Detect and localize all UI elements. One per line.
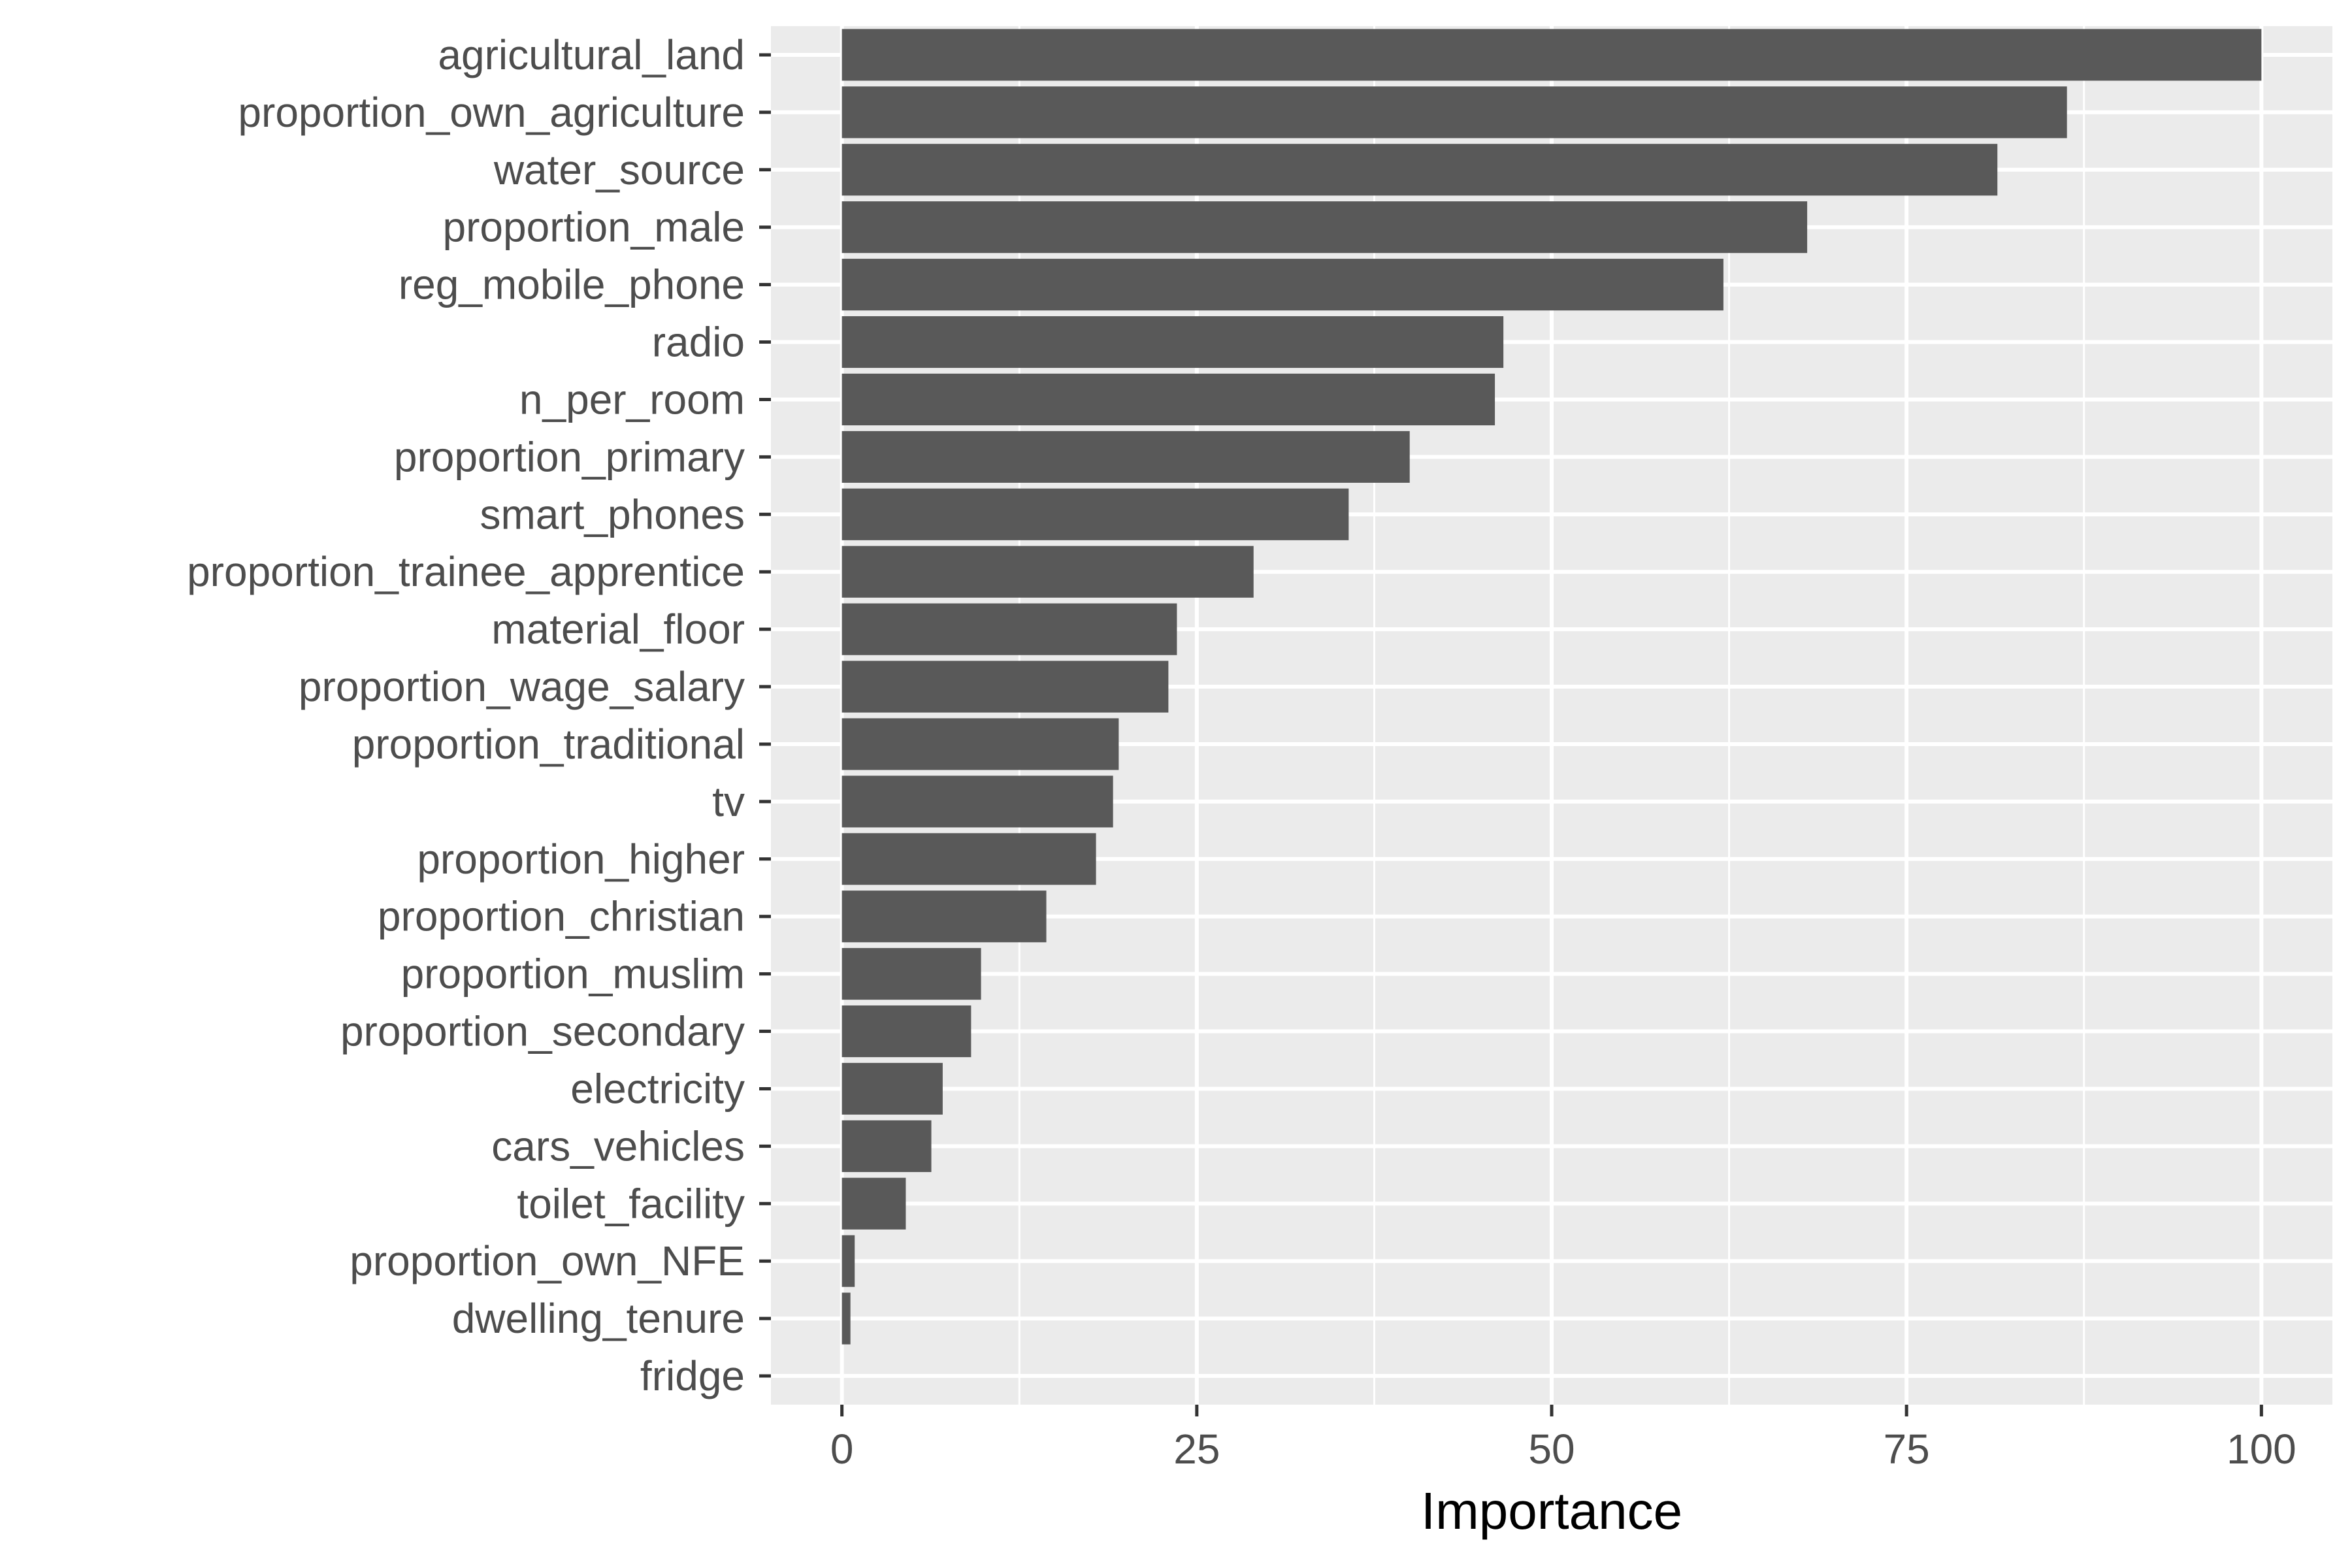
bars bbox=[841, 29, 2262, 1345]
y-tick-label: radio bbox=[652, 319, 745, 366]
x-tick-label: 50 bbox=[1528, 1426, 1575, 1473]
x-tick-label: 100 bbox=[2227, 1426, 2296, 1473]
y-tick-label: proportion_own_agriculture bbox=[238, 89, 745, 136]
y-tick-label: electricity bbox=[570, 1065, 745, 1112]
y-tick-label: proportion_primary bbox=[394, 433, 745, 480]
bar-proportion_male bbox=[841, 201, 1808, 253]
bar-proportion_trainee_apprentice bbox=[841, 546, 1254, 598]
x-tick-label: 0 bbox=[830, 1426, 854, 1473]
bar-proportion_own_agriculture bbox=[841, 86, 2067, 139]
y-tick-label: water_source bbox=[493, 146, 745, 193]
bar-dwelling_tenure bbox=[841, 1292, 851, 1345]
y-tick-label: toilet_facility bbox=[517, 1180, 745, 1227]
y-tick-label: proportion_male bbox=[443, 204, 745, 251]
bar-proportion_muslim bbox=[841, 948, 981, 1000]
y-tick-label: proportion_own_NFE bbox=[350, 1237, 745, 1284]
y-tick-label: fridge bbox=[640, 1352, 745, 1399]
x-axis-title: Importance bbox=[1421, 1482, 1682, 1540]
y-tick-label: proportion_higher bbox=[417, 836, 745, 883]
bar-proportion_secondary bbox=[841, 1005, 972, 1058]
x-axis-ticks: 0 25 50 75 100 bbox=[830, 1405, 2296, 1473]
y-tick-label: proportion_muslim bbox=[401, 951, 745, 998]
bar-smart_phones bbox=[841, 488, 1349, 540]
y-tick-label: agricultural_land bbox=[438, 31, 745, 78]
bar-reg_mobile_phone bbox=[841, 259, 1723, 311]
y-tick-label: cars_vehicles bbox=[491, 1122, 745, 1169]
y-tick-label: dwelling_tenure bbox=[452, 1295, 745, 1342]
x-tick-label: 75 bbox=[1884, 1426, 1930, 1473]
y-tick-label: n_per_room bbox=[519, 376, 745, 423]
bar-proportion_traditional bbox=[841, 718, 1119, 770]
bar-n_per_room bbox=[841, 373, 1495, 426]
bar-proportion_wage_salary bbox=[841, 661, 1169, 713]
bar-cars_vehicles bbox=[841, 1120, 932, 1172]
y-tick-label: proportion_trainee_apprentice bbox=[187, 548, 745, 595]
bar-water_source bbox=[841, 144, 1998, 196]
bar-electricity bbox=[841, 1062, 943, 1115]
y-tick-label: tv bbox=[712, 778, 745, 825]
y-tick-label: reg_mobile_phone bbox=[399, 261, 745, 308]
bar-proportion_own_NFE bbox=[841, 1235, 855, 1287]
y-tick-label: proportion_secondary bbox=[340, 1008, 745, 1055]
y-axis-ticks: agricultural_land proportion_own_agricult… bbox=[187, 31, 771, 1399]
bar-tv bbox=[841, 776, 1113, 828]
bar-proportion_higher bbox=[841, 833, 1096, 885]
bar-agricultural_land bbox=[841, 29, 2262, 81]
y-tick-label: proportion_traditional bbox=[352, 721, 745, 768]
bar-toilet_facility bbox=[841, 1177, 906, 1230]
bar-material_floor bbox=[841, 603, 1177, 655]
bar-proportion_christian bbox=[841, 890, 1047, 943]
bar-radio bbox=[841, 316, 1504, 368]
y-tick-label: material_floor bbox=[491, 606, 745, 653]
x-tick-label: 25 bbox=[1173, 1426, 1220, 1473]
y-tick-label: smart_phones bbox=[480, 491, 745, 538]
y-tick-label: proportion_christian bbox=[378, 893, 745, 940]
bar-proportion_primary bbox=[841, 431, 1410, 483]
y-tick-label: proportion_wage_salary bbox=[299, 663, 745, 710]
